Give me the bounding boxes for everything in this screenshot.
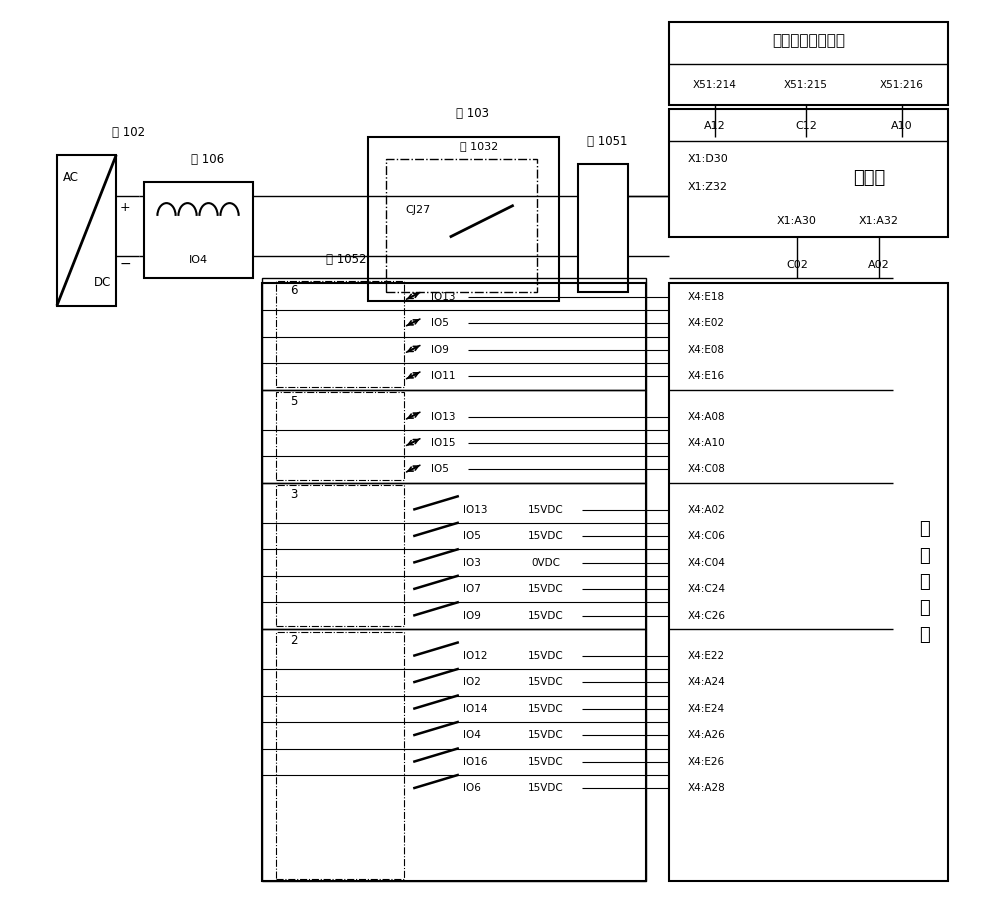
Text: C02: C02 [786, 260, 808, 269]
Text: IO9: IO9 [431, 345, 449, 355]
Text: X4:A10: X4:A10 [687, 438, 725, 448]
Text: X1:A32: X1:A32 [859, 216, 899, 226]
Text: 15VDC: 15VDC [528, 678, 564, 688]
Text: A10: A10 [891, 121, 913, 131]
Text: IO15: IO15 [431, 438, 456, 448]
Text: +: + [120, 201, 131, 214]
Text: X4:C06: X4:C06 [687, 531, 725, 541]
Text: 15VDC: 15VDC [528, 703, 564, 714]
Text: −: − [120, 256, 131, 270]
Text: C12: C12 [795, 121, 817, 131]
Text: X4:E02: X4:E02 [687, 318, 724, 328]
Text: IO5: IO5 [431, 318, 449, 328]
Text: IO6: IO6 [463, 784, 481, 793]
Bar [262, 283, 646, 881]
Bar [276, 392, 404, 480]
Text: X4:A28: X4:A28 [687, 784, 725, 793]
Text: 电源卡: 电源卡 [854, 169, 886, 187]
Bar [578, 164, 628, 292]
Text: X4:C24: X4:C24 [687, 585, 725, 594]
Text: IO11: IO11 [431, 372, 456, 382]
Text: X4:C08: X4:C08 [687, 465, 725, 475]
Text: ⌔ 1032: ⌔ 1032 [460, 141, 499, 151]
Text: X4:A02: X4:A02 [687, 504, 725, 514]
Text: X4:E24: X4:E24 [687, 703, 724, 714]
Text: IO4: IO4 [463, 730, 481, 740]
Bar [262, 483, 646, 629]
Text: X4:E18: X4:E18 [687, 292, 724, 301]
Text: ⌔ 1052: ⌔ 1052 [326, 254, 367, 266]
Text: A02: A02 [868, 260, 890, 269]
Text: ⌔ 106: ⌔ 106 [191, 153, 224, 166]
Text: X51:215: X51:215 [784, 79, 828, 89]
Bar [669, 283, 948, 881]
Text: IO16: IO16 [463, 757, 488, 767]
Text: 3: 3 [290, 488, 297, 502]
Text: X4:A24: X4:A24 [687, 678, 725, 688]
Text: X4:C04: X4:C04 [687, 558, 725, 568]
Text: IO5: IO5 [431, 465, 449, 475]
Bar [144, 183, 253, 278]
Text: 6: 6 [290, 284, 297, 297]
Bar [262, 390, 646, 483]
Text: 15VDC: 15VDC [528, 585, 564, 594]
Text: IO3: IO3 [463, 558, 481, 568]
Text: IO13: IO13 [463, 504, 488, 514]
Text: X51:214: X51:214 [693, 79, 737, 89]
Text: 15VDC: 15VDC [528, 504, 564, 514]
Text: 0VDC: 0VDC [531, 558, 560, 568]
Bar [57, 155, 116, 306]
Text: X4:E08: X4:E08 [687, 345, 724, 355]
Bar [262, 278, 646, 390]
Bar [276, 486, 404, 626]
Text: 15VDC: 15VDC [528, 651, 564, 661]
Text: X4:A08: X4:A08 [687, 411, 725, 421]
Text: X1:D30: X1:D30 [687, 155, 728, 164]
Bar [262, 629, 646, 881]
Bar [276, 281, 404, 387]
Text: ⌔ 1051: ⌔ 1051 [587, 135, 627, 148]
Text: IO14: IO14 [463, 703, 488, 714]
Text: 15VDC: 15VDC [528, 610, 564, 621]
Text: IO12: IO12 [463, 651, 488, 661]
Bar [669, 22, 948, 105]
Text: AC: AC [63, 171, 79, 184]
Text: 15VDC: 15VDC [528, 531, 564, 541]
Text: X4:E26: X4:E26 [687, 757, 724, 767]
Text: IO4: IO4 [189, 255, 208, 265]
Text: 2: 2 [290, 634, 297, 647]
Bar [669, 109, 948, 237]
Text: X4:A26: X4:A26 [687, 730, 725, 740]
Text: 5: 5 [290, 395, 297, 408]
Text: ⌔ 103: ⌔ 103 [456, 107, 489, 120]
Text: 15VDC: 15VDC [528, 784, 564, 793]
Text: IO7: IO7 [463, 585, 481, 594]
Text: 逆
变
控
制
卡: 逆 变 控 制 卡 [919, 520, 930, 644]
Text: X1:Z32: X1:Z32 [687, 182, 727, 192]
Text: IO9: IO9 [463, 610, 481, 621]
Text: IO13: IO13 [431, 292, 456, 301]
Text: X1:A30: X1:A30 [777, 216, 817, 226]
Text: X4:C26: X4:C26 [687, 610, 725, 621]
Text: X4:E22: X4:E22 [687, 651, 724, 661]
Text: IO2: IO2 [463, 678, 481, 688]
Text: DC: DC [94, 277, 111, 290]
Bar [386, 160, 537, 292]
Text: 15VDC: 15VDC [528, 730, 564, 740]
Text: A12: A12 [704, 121, 726, 131]
Text: 15VDC: 15VDC [528, 757, 564, 767]
Bar [276, 632, 404, 879]
Bar [368, 136, 559, 301]
Text: IO13: IO13 [431, 411, 456, 421]
Text: 逆变器控制接口卡: 逆变器控制接口卡 [772, 33, 845, 48]
Text: IO5: IO5 [463, 531, 481, 541]
Text: X51:216: X51:216 [880, 79, 924, 89]
Text: ⌔ 102: ⌔ 102 [112, 125, 145, 138]
Text: X4:E16: X4:E16 [687, 372, 724, 382]
Text: CJ27: CJ27 [405, 205, 430, 215]
